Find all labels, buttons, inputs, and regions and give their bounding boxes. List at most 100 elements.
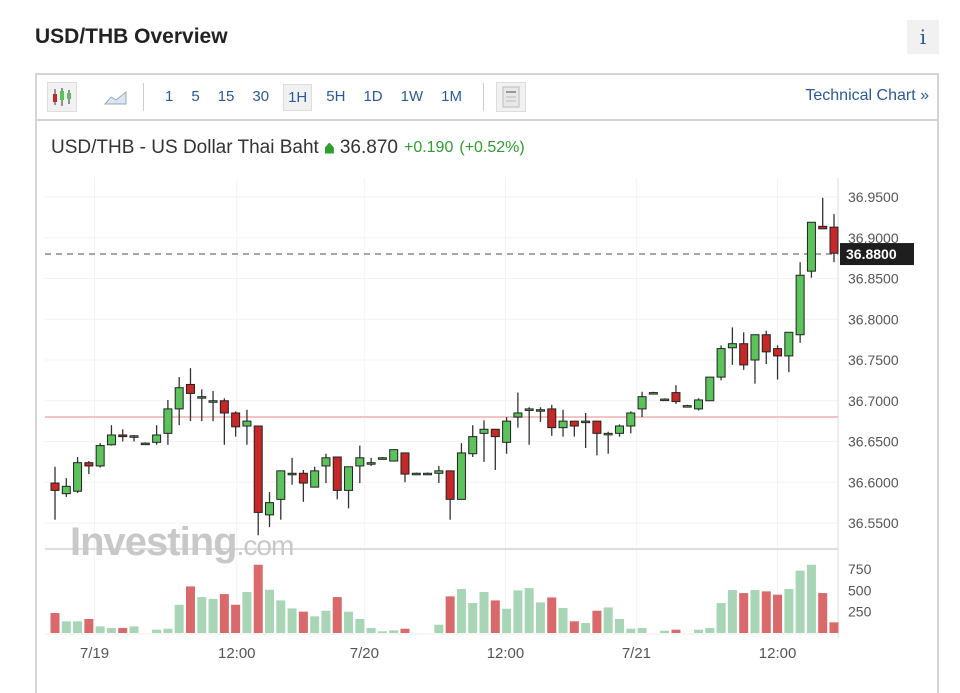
volume-bar bbox=[829, 622, 839, 633]
candle bbox=[750, 334, 760, 384]
volume-bar bbox=[400, 628, 410, 633]
timeframe-30[interactable]: 30 bbox=[252, 87, 270, 105]
candle-body bbox=[118, 434, 128, 438]
volume-bar bbox=[321, 610, 331, 633]
volume-bar bbox=[265, 589, 275, 633]
candle bbox=[682, 404, 692, 408]
candle-body bbox=[671, 392, 681, 403]
timeframe-5[interactable]: 5 bbox=[191, 87, 200, 105]
timeframe-15[interactable]: 15 bbox=[217, 87, 235, 105]
candle-body bbox=[592, 420, 602, 434]
candle bbox=[174, 377, 184, 426]
candle bbox=[648, 391, 658, 395]
candle-body bbox=[445, 470, 455, 500]
candle bbox=[287, 457, 297, 485]
volume-bar bbox=[95, 626, 105, 633]
candle bbox=[208, 390, 218, 422]
timeframe-1d[interactable]: 1D bbox=[363, 87, 383, 105]
candle-body bbox=[276, 470, 286, 500]
current-price-badge bbox=[840, 243, 914, 266]
candle-body bbox=[581, 420, 591, 424]
volume-bar bbox=[513, 590, 523, 633]
volume-bar bbox=[456, 589, 466, 633]
table-view-icon[interactable] bbox=[495, 82, 526, 112]
candle-body bbox=[547, 408, 557, 429]
candle bbox=[592, 420, 602, 456]
technical-chart-link[interactable]: Technical Chart » bbox=[805, 87, 929, 104]
chart-toolbar: 1 5 15 30 1H 5H 1D 1W 1M Technical Chart… bbox=[37, 75, 937, 121]
candle bbox=[490, 428, 500, 471]
candle bbox=[603, 431, 613, 454]
volume-bar bbox=[185, 586, 195, 633]
timeframe-5h[interactable]: 5H bbox=[326, 87, 346, 105]
volume-bar bbox=[445, 596, 455, 633]
page-title: USD/THB Overview bbox=[35, 25, 228, 48]
candle bbox=[332, 456, 342, 500]
y-tick-label: 36.7000 bbox=[848, 393, 899, 409]
candle-body bbox=[61, 485, 71, 495]
candle-body bbox=[377, 457, 387, 460]
volume-bar bbox=[73, 621, 83, 633]
candle bbox=[344, 466, 354, 509]
volume-bar bbox=[739, 593, 749, 633]
candle bbox=[705, 376, 715, 402]
candle-body bbox=[648, 392, 658, 395]
candle bbox=[377, 456, 387, 460]
y-tick-label: 36.6500 bbox=[848, 434, 899, 450]
volume-tick-label: 750 bbox=[848, 561, 872, 577]
candle-body bbox=[682, 405, 692, 408]
candlestick-chart-icon[interactable] bbox=[47, 82, 77, 112]
candle-body bbox=[400, 452, 410, 475]
candle bbox=[637, 391, 647, 418]
volume-bar bbox=[581, 623, 591, 633]
candle-body bbox=[185, 383, 195, 394]
watermark-suffix: .com bbox=[237, 530, 294, 561]
candle bbox=[818, 197, 828, 230]
candle bbox=[829, 214, 839, 263]
timeframe-1m[interactable]: 1M bbox=[441, 87, 462, 105]
y-tick-label: 36.5500 bbox=[848, 515, 899, 531]
volume-bar bbox=[547, 597, 557, 633]
candle-body bbox=[716, 348, 726, 378]
area-chart-icon[interactable] bbox=[101, 82, 131, 112]
candle bbox=[389, 449, 399, 462]
candle bbox=[140, 442, 150, 446]
x-tick-label: 7/21 bbox=[622, 645, 651, 662]
candle-body bbox=[344, 466, 354, 491]
candle bbox=[513, 392, 523, 428]
volume-bar bbox=[253, 564, 263, 633]
volume-bar bbox=[84, 619, 94, 633]
candle-body bbox=[423, 472, 433, 476]
timeframe-1w[interactable]: 1W bbox=[400, 87, 424, 105]
info-button[interactable]: i bbox=[907, 20, 939, 54]
volume-bar bbox=[287, 608, 297, 633]
candle-body bbox=[106, 434, 116, 446]
candle-body bbox=[818, 225, 828, 230]
candle-body bbox=[287, 472, 297, 476]
candle-body bbox=[490, 428, 500, 438]
candle bbox=[321, 453, 331, 484]
toolbar-divider bbox=[143, 83, 144, 111]
candle bbox=[456, 443, 466, 500]
last-price: 36.870 bbox=[339, 137, 398, 158]
timeframe-1[interactable]: 1 bbox=[165, 87, 174, 105]
candle bbox=[106, 425, 116, 446]
candle bbox=[524, 407, 534, 445]
candle-body bbox=[660, 398, 670, 402]
candle-body bbox=[152, 434, 162, 443]
volume-bar bbox=[197, 597, 207, 633]
candle bbox=[152, 425, 162, 445]
candle bbox=[61, 478, 71, 497]
candle bbox=[73, 456, 83, 493]
candle-body bbox=[310, 470, 320, 488]
candle bbox=[366, 457, 376, 466]
candle bbox=[716, 345, 726, 381]
timeframe-1h[interactable]: 1H bbox=[283, 83, 313, 111]
volume-bar bbox=[468, 603, 478, 633]
volume-bar bbox=[490, 600, 500, 633]
candle bbox=[84, 461, 94, 475]
candle-body bbox=[513, 412, 523, 418]
candle-body bbox=[524, 408, 534, 411]
candle-body bbox=[603, 432, 613, 436]
